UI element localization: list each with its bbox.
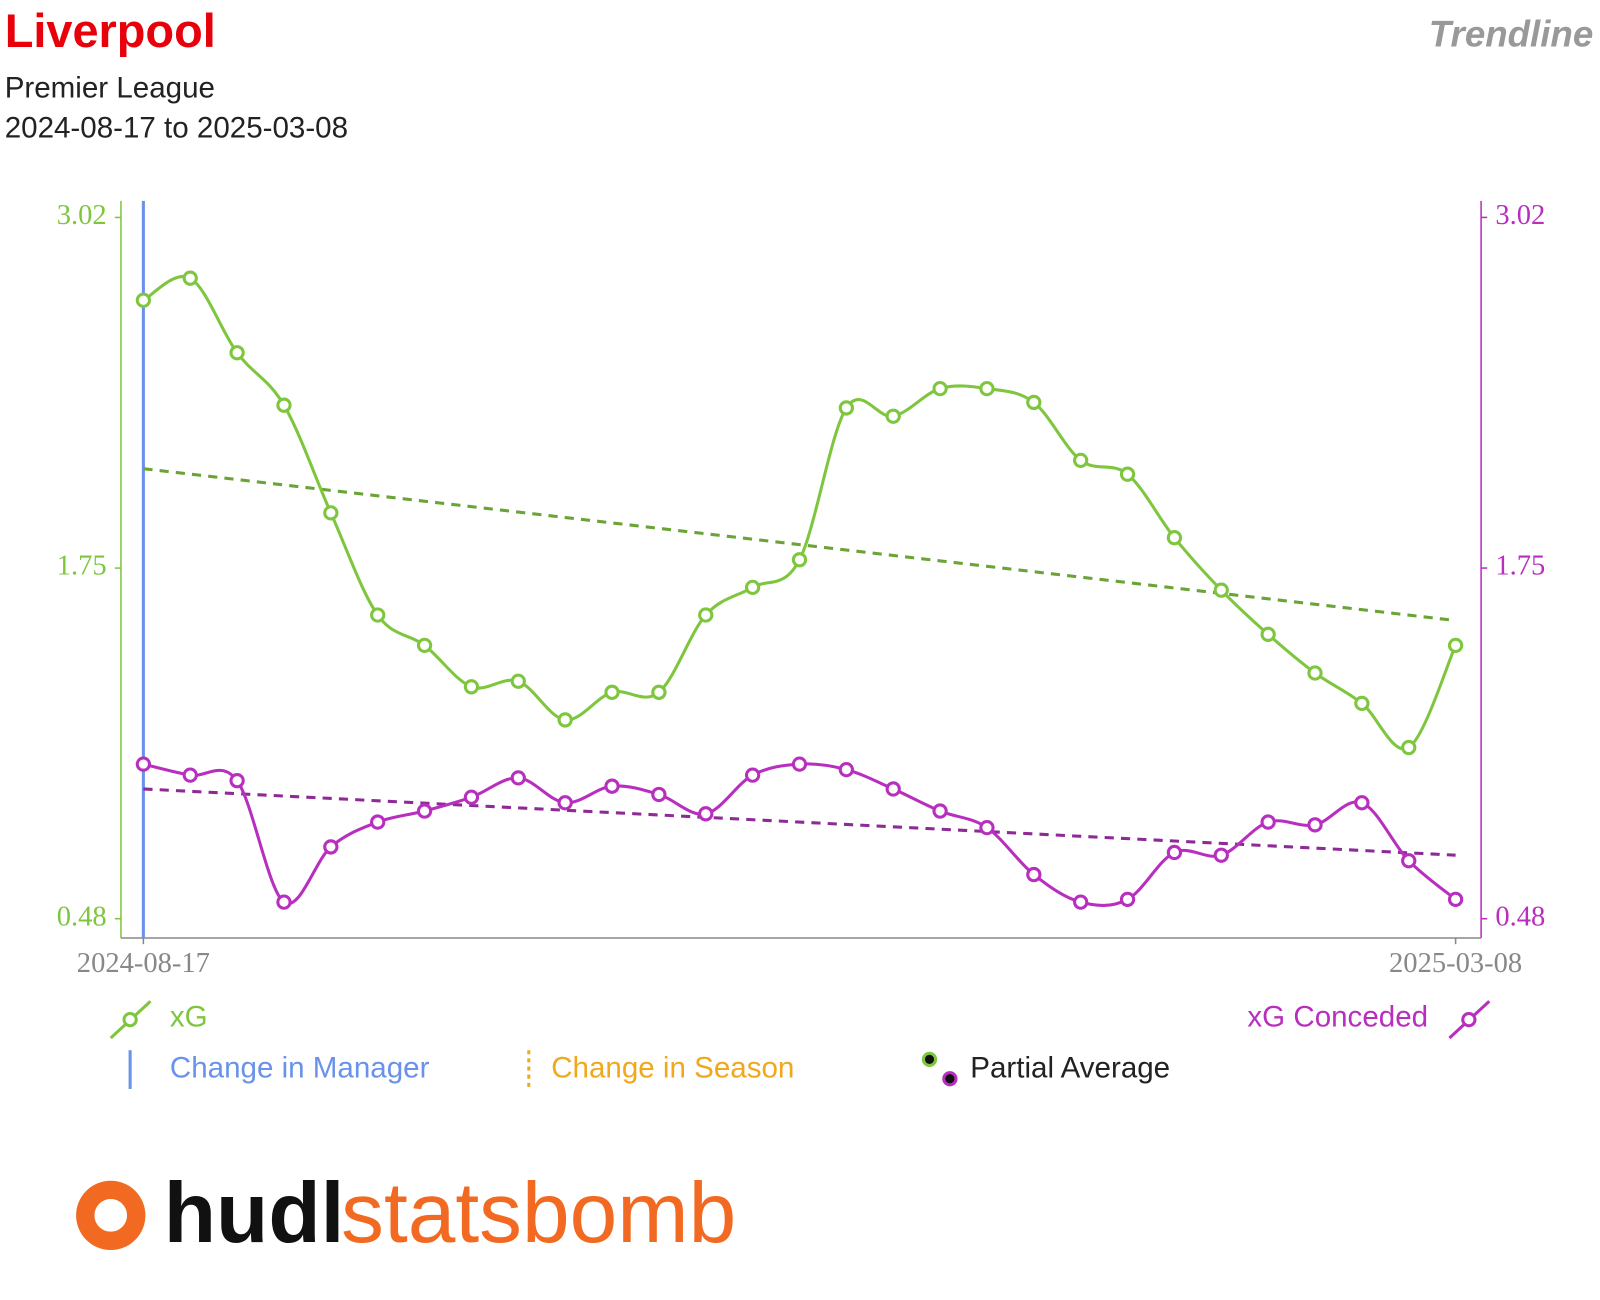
- point: [885, 781, 901, 797]
- point: [885, 408, 901, 424]
- point: [1166, 530, 1183, 546]
- point: [791, 552, 808, 568]
- point: [229, 345, 245, 361]
- point: [651, 786, 667, 803]
- point: [416, 803, 433, 819]
- point: [135, 292, 152, 308]
- legend-label: Change in Manager: [170, 1051, 430, 1084]
- legend-label: xG: [170, 1000, 208, 1033]
- x-tick-label: 2024-08-17: [77, 948, 210, 979]
- trendline: [143, 787, 1456, 857]
- point: [1447, 891, 1464, 908]
- x-tick-label: 2025-03-08: [1389, 948, 1522, 979]
- point: [604, 684, 620, 700]
- point: [1307, 817, 1323, 833]
- y-tick-label: 3.02: [57, 200, 107, 231]
- legend-label: xG Conceded: [1247, 1000, 1428, 1033]
- point: [1260, 626, 1276, 642]
- point: [1401, 739, 1417, 756]
- chart-title: Liverpool: [5, 5, 216, 57]
- point: [1073, 894, 1089, 910]
- point: [979, 380, 995, 397]
- point: [651, 684, 667, 700]
- point: [323, 505, 339, 521]
- point: [370, 814, 386, 830]
- point: [370, 607, 386, 623]
- point: [604, 778, 620, 794]
- y-tick-label: 0.48: [57, 901, 107, 932]
- point: [1026, 866, 1042, 883]
- point: [1447, 637, 1464, 654]
- point: [135, 756, 152, 772]
- legend-swatch: [122, 1011, 138, 1028]
- y2-tick-label: 1.75: [1495, 551, 1545, 582]
- point: [182, 767, 198, 783]
- corner-label: Trendline: [1429, 13, 1593, 54]
- point: [1073, 452, 1089, 469]
- legend: xG xG Conceded Change in Manager Change …: [109, 1000, 1491, 1089]
- point: [1026, 394, 1042, 411]
- point: [698, 806, 714, 822]
- point: [557, 795, 573, 811]
- point: [1119, 891, 1136, 908]
- point: [557, 712, 573, 728]
- point: [932, 803, 948, 819]
- y-tick-label: 1.75: [57, 551, 107, 582]
- point: [463, 679, 480, 695]
- point: [979, 819, 995, 836]
- logo-icon: [94, 1199, 128, 1232]
- point: [1401, 853, 1417, 869]
- point: [698, 607, 714, 623]
- legend-label: Partial Average: [970, 1051, 1170, 1084]
- legend-swatch: [921, 1051, 938, 1068]
- point: [229, 773, 245, 789]
- date-range: 2024-08-17 to 2025-03-08: [5, 111, 348, 144]
- point: [276, 894, 292, 910]
- point: [1213, 582, 1229, 598]
- y2-tick-label: 3.02: [1495, 200, 1545, 231]
- series-line: [142, 274, 1457, 751]
- trendline: [143, 467, 1456, 623]
- point: [510, 673, 526, 689]
- logo-text: hudl: [164, 1165, 345, 1261]
- point: [1354, 695, 1370, 712]
- legend-swatch: [1461, 1011, 1477, 1028]
- legend-swatch: [942, 1071, 958, 1087]
- point: [323, 839, 339, 855]
- point: [510, 770, 526, 786]
- series-line: [143, 762, 1457, 907]
- logo: hudl statsbomb: [76, 1165, 736, 1261]
- point: [276, 397, 292, 413]
- point: [838, 400, 855, 416]
- point: [838, 761, 855, 778]
- point: [744, 579, 761, 596]
- y2-tick-label: 0.48: [1495, 901, 1545, 932]
- point: [932, 380, 948, 397]
- logo-text: statsbomb: [341, 1165, 736, 1261]
- point: [416, 637, 433, 654]
- point: [1354, 795, 1370, 811]
- point: [1119, 466, 1136, 482]
- point: [182, 270, 198, 286]
- point: [463, 789, 480, 805]
- point: [1213, 847, 1229, 863]
- subtitle: Premier League: [5, 72, 215, 105]
- point: [791, 756, 808, 772]
- point: [744, 767, 761, 783]
- point: [1166, 844, 1183, 861]
- point: [1307, 665, 1323, 681]
- point: [1260, 814, 1276, 830]
- legend-label: Change in Season: [551, 1051, 794, 1084]
